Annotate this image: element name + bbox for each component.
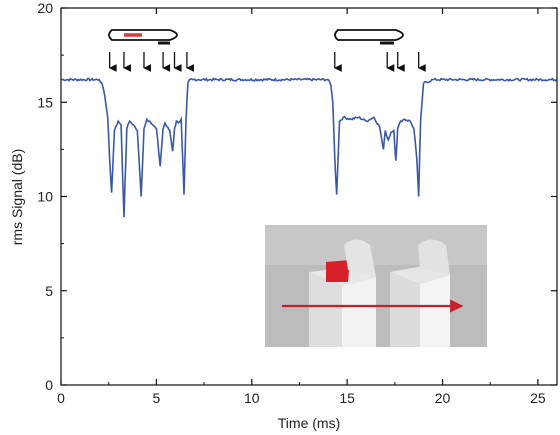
y-tick-label: 10	[37, 189, 53, 205]
plot-frame	[60, 7, 558, 386]
y-tick-label: 0	[45, 377, 53, 393]
inset-photo	[265, 225, 487, 347]
series-line	[60, 77, 558, 218]
y-tick-label: 5	[45, 283, 53, 299]
schematic-right	[334, 29, 404, 45]
x-tick-label: 20	[435, 390, 451, 406]
x-tick-label: 25	[530, 390, 546, 406]
x-tick-label: 15	[339, 390, 355, 406]
x-tick-label: 5	[152, 390, 160, 406]
red-item	[326, 260, 350, 282]
y-tick-label: 20	[37, 0, 53, 16]
x-tick-label: 10	[244, 390, 260, 406]
y-tick-label: 15	[37, 94, 53, 110]
y-axis-title: rms Signal (dB)	[9, 149, 25, 245]
x-tick-label: 0	[57, 390, 65, 406]
tick-labels: 0 5 10 15 20 25 0 5 10 15 20	[37, 0, 545, 406]
schematic-left	[108, 29, 178, 45]
annotation-arrows	[108, 52, 426, 72]
x-axis-title: Time (ms)	[278, 415, 340, 431]
